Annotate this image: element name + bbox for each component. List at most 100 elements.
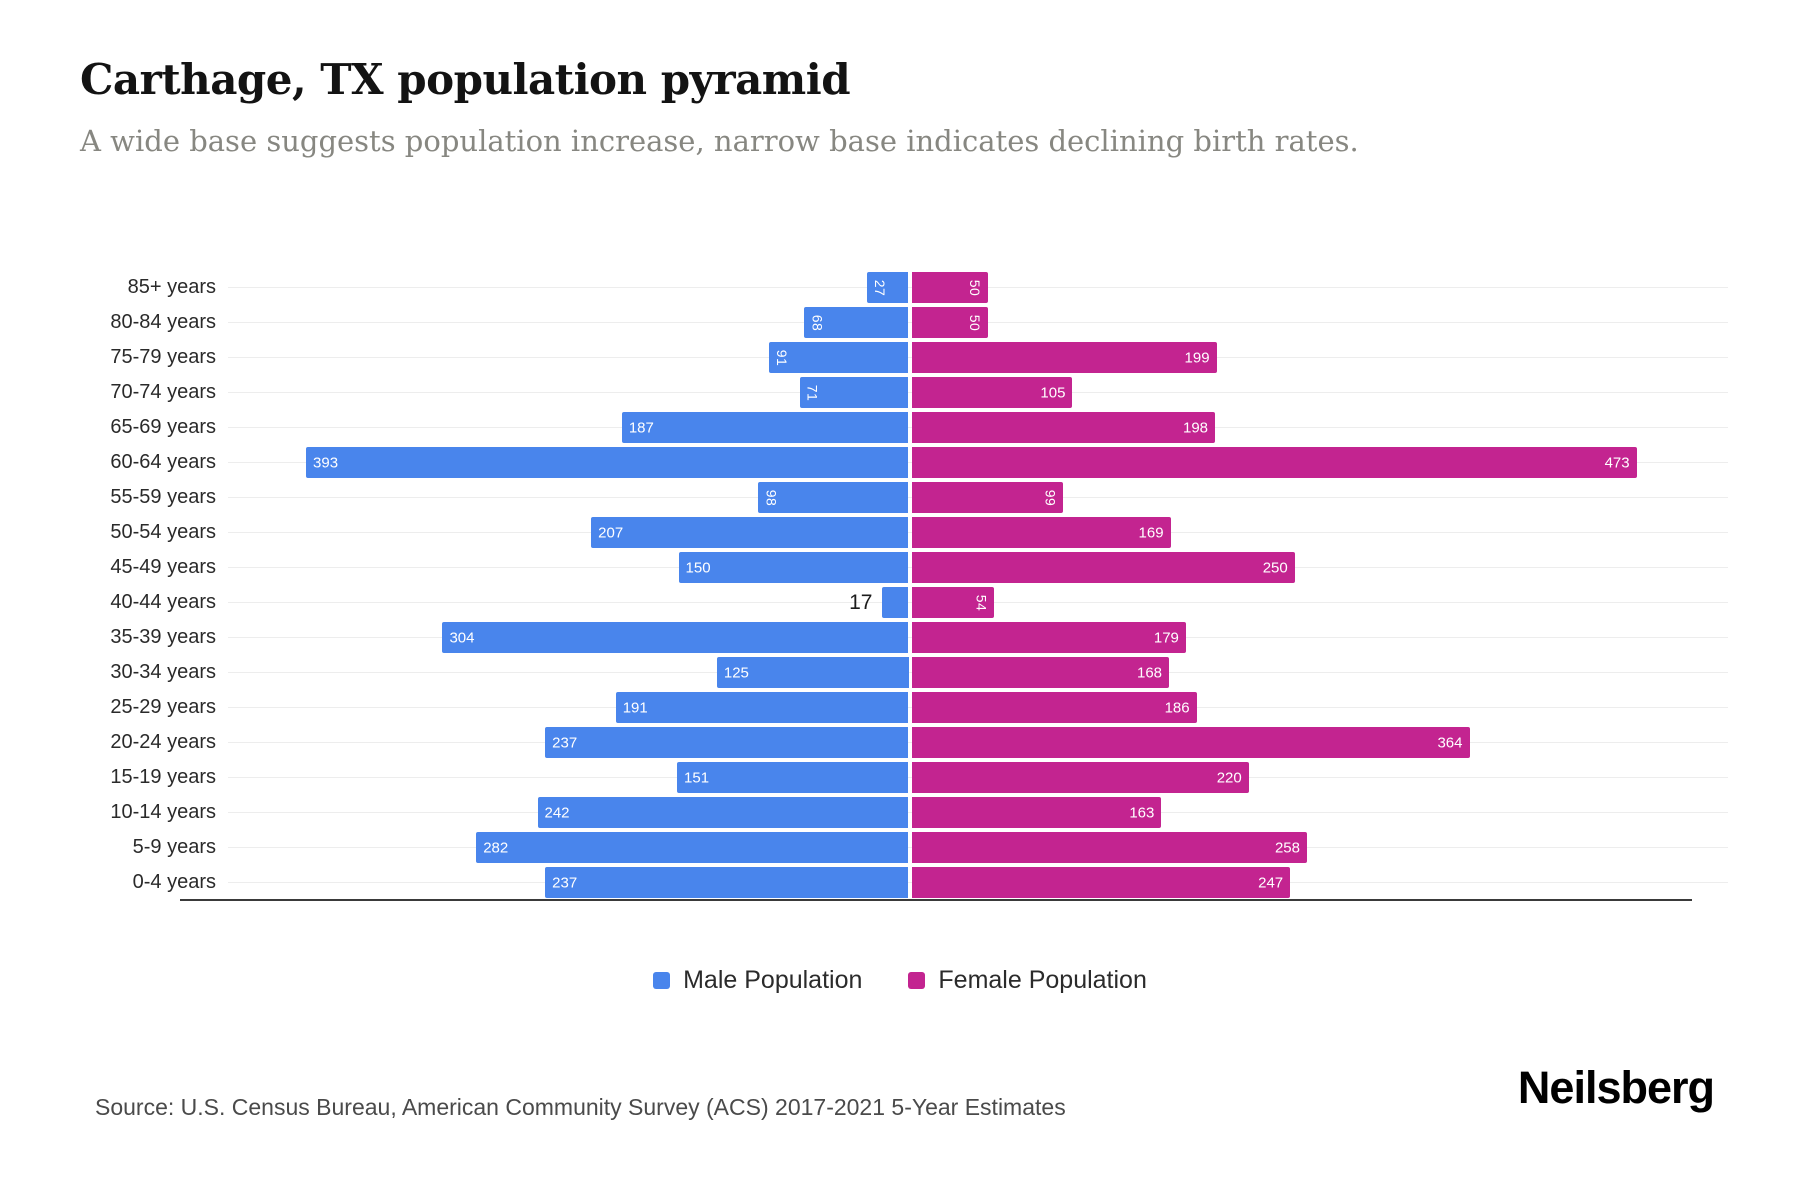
age-group-label: 55-59 years (110, 486, 216, 508)
bar-value-label: 27 (872, 279, 889, 296)
age-group-label: 75-79 years (110, 346, 216, 368)
bar-track: 393 473 (228, 445, 1728, 480)
bar-track: 304 179 (228, 620, 1728, 655)
age-group-label: 85+ years (127, 276, 216, 298)
female-bar: 364 (911, 727, 1470, 758)
legend-item-female: Female Population (908, 966, 1147, 995)
male-bar: 71 (799, 377, 909, 408)
x-axis-line (180, 899, 1692, 901)
population-pyramid-chart: 85+ years 27 50 80-84 years 68 50 75-79 years 9… (0, 270, 1800, 900)
age-group-label: 45-49 years (110, 556, 216, 578)
bar-value-label: 187 (628, 419, 654, 436)
bar-track: 207 169 (228, 515, 1728, 550)
male-bar: 91 (768, 342, 909, 373)
male-bar: 151 (677, 762, 909, 793)
bar-value-label: 250 (1262, 559, 1288, 576)
pyramid-row: 75-79 years 91 199 (0, 340, 1800, 375)
female-bar: 220 (911, 762, 1249, 793)
pyramid-row: 60-64 years 393 473 (0, 445, 1800, 480)
pyramid-row: 25-29 years 191 186 (0, 690, 1800, 725)
neilsberg-logo: Neilsberg (1517, 1062, 1715, 1113)
female-bar: 163 (911, 797, 1162, 828)
source-attribution: Source: U.S. Census Bureau, American Com… (95, 1094, 1066, 1120)
bar-value-label: 199 (1184, 349, 1210, 366)
male-bar: 27 (867, 272, 909, 303)
bar-track: 237 364 (228, 725, 1728, 760)
bar-value-label: 125 (723, 664, 749, 681)
bar-value-label: 304 (449, 629, 475, 646)
bar-value-label: 207 (598, 524, 624, 541)
male-bar: 68 (804, 307, 909, 338)
pyramid-row: 30-34 years 125 168 (0, 655, 1800, 690)
bar-value-label: 163 (1129, 804, 1155, 821)
male-bar: 237 (545, 867, 909, 898)
male-bar: 242 (537, 797, 909, 828)
female-bar: 99 (911, 482, 1064, 513)
female-legend-label: Female Population (938, 966, 1147, 994)
age-group-label: 20-24 years (110, 731, 216, 753)
bar-track: 27 50 (228, 270, 1728, 305)
male-bar: 191 (615, 692, 909, 723)
bar-value-label: 150 (685, 559, 711, 576)
male-bar: 304 (442, 622, 909, 653)
male-bar: 207 (591, 517, 909, 548)
page-subtitle: A wide base suggests population increase… (80, 124, 1359, 158)
female-bar: 54 (911, 587, 995, 618)
pyramid-row: 5-9 years 282 258 (0, 830, 1800, 865)
male-legend-label: Male Population (683, 966, 863, 994)
legend-item-male: Male Population (653, 966, 862, 995)
bar-value-label: 71 (804, 384, 821, 401)
male-bar: 125 (716, 657, 909, 688)
pyramid-row: 50-54 years 207 169 (0, 515, 1800, 550)
male-bar (882, 587, 909, 618)
female-bar: 198 (911, 412, 1216, 443)
male-bar: 150 (678, 552, 909, 583)
bar-value-label: 364 (1437, 734, 1463, 751)
bar-track: 71 105 (228, 375, 1728, 410)
bar-value-label: 247 (1258, 874, 1284, 891)
age-group-label: 80-84 years (110, 311, 216, 333)
pyramid-row: 40-44 years 17 54 (0, 585, 1800, 620)
age-group-label: 25-29 years (110, 696, 216, 718)
chart-legend: Male Population Female Population (0, 966, 1800, 995)
female-bar: 169 (911, 517, 1171, 548)
bar-track: 282 258 (228, 830, 1728, 865)
age-group-label: 60-64 years (110, 451, 216, 473)
male-legend-swatch (653, 972, 671, 989)
bar-track: 91 199 (228, 340, 1728, 375)
pyramid-row: 10-14 years 242 163 (0, 795, 1800, 830)
female-bar: 258 (911, 832, 1307, 863)
bar-track: 150 250 (228, 550, 1728, 585)
male-bar: 282 (476, 832, 909, 863)
bar-value-label: 151 (684, 769, 710, 786)
bar-value-label: 99 (1042, 489, 1059, 506)
pyramid-row: 15-19 years 151 220 (0, 760, 1800, 795)
male-bar: 237 (545, 727, 909, 758)
bar-value-label: 50 (967, 279, 984, 296)
bar-value-label: 237 (552, 874, 578, 891)
pyramid-row: 55-59 years 98 99 (0, 480, 1800, 515)
bar-value-label: 473 (1604, 454, 1630, 471)
pyramid-row: 35-39 years 304 179 (0, 620, 1800, 655)
bar-value-label: 105 (1040, 384, 1066, 401)
female-bar: 50 (911, 272, 989, 303)
male-bar: 393 (306, 447, 909, 478)
bar-value-label: 220 (1216, 769, 1242, 786)
bar-value-label: 168 (1137, 664, 1163, 681)
page-title: Carthage, TX population pyramid (80, 55, 851, 104)
bar-value-label: 242 (544, 804, 570, 821)
male-bar: 187 (621, 412, 909, 443)
age-group-label: 40-44 years (110, 591, 216, 613)
age-group-label: 50-54 years (110, 521, 216, 543)
age-group-label: 10-14 years (110, 801, 216, 823)
bar-value-label: 169 (1138, 524, 1164, 541)
female-bar: 186 (911, 692, 1197, 723)
bar-track: 237 247 (228, 865, 1728, 900)
bar-value-label: 258 (1274, 839, 1300, 856)
bar-track: 17 54 (228, 585, 1728, 620)
pyramid-row: 65-69 years 187 198 (0, 410, 1800, 445)
female-bar: 247 (911, 867, 1291, 898)
pyramid-row: 20-24 years 237 364 (0, 725, 1800, 760)
female-bar: 250 (911, 552, 1295, 583)
